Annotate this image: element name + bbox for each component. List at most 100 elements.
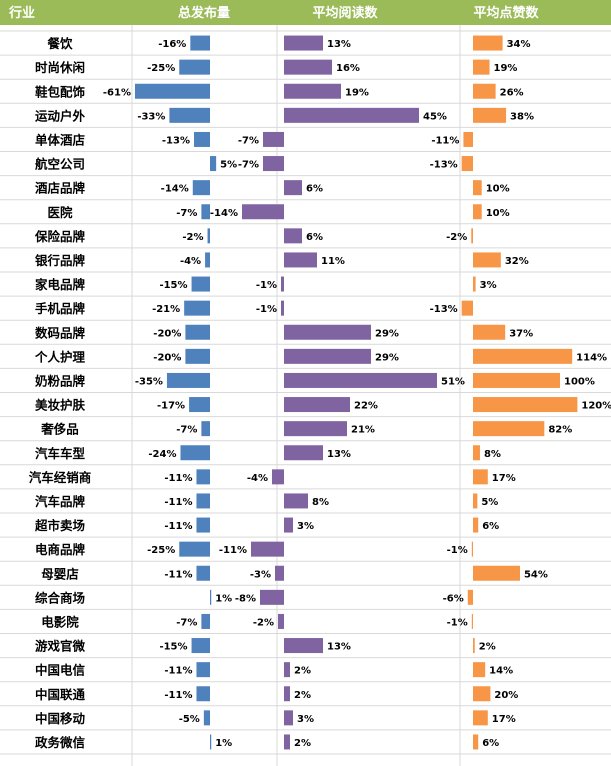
category-label: 电影院 [41,614,79,629]
value-label: 82% [548,425,572,436]
category-label: 银行品牌 [35,253,86,268]
value-label: -15% [159,280,187,291]
bar-total-posts [196,469,210,485]
bar-total-posts [179,541,210,557]
value-label: 5% [481,497,498,508]
bar-total-posts [207,228,210,244]
value-label: 51% [441,376,465,387]
bar-avg-reads [284,397,350,413]
value-label: 13% [327,449,351,460]
value-label: -15% [159,642,187,653]
value-label: -25% [147,63,175,74]
bar-avg-likes [473,180,482,196]
value-label: -1% [256,280,277,291]
bar-avg-likes [473,710,488,726]
value-label: 2% [294,666,311,677]
bar-total-posts [134,83,210,99]
bar-avg-likes [463,131,473,147]
bar-avg-reads [275,565,284,581]
bar-total-posts [196,686,210,702]
bar-avg-likes [473,348,573,364]
bar-avg-reads [284,252,317,268]
bar-avg-likes [473,493,478,509]
category-label: 单体酒店 [35,132,86,147]
bar-avg-likes [473,324,506,340]
value-label: 8% [312,497,329,508]
value-label: 5% [220,160,237,171]
bar-avg-likes [473,445,480,461]
category-label: 航空公司 [35,157,85,172]
bar-avg-reads [260,589,284,605]
bar-avg-reads [284,83,341,99]
value-label: 45% [423,111,447,122]
value-label: 14% [489,666,513,677]
value-label: 17% [492,714,516,725]
value-label: 1% [215,593,232,604]
value-label: 3% [480,280,497,291]
bar-avg-reads [284,324,371,340]
bar-total-posts [196,662,210,678]
bar-total-posts [185,348,210,364]
category-label: 奶粉品牌 [35,373,86,388]
value-label: -14% [210,208,238,219]
bar-total-posts [185,324,210,340]
bar-avg-reads [284,734,290,750]
bar-avg-likes [473,204,482,220]
value-label: 37% [509,328,533,339]
bar-total-posts [203,710,210,726]
bar-avg-reads [281,276,284,292]
bar-avg-likes [473,686,491,702]
category-label: 游戏官微 [35,639,86,654]
column-header: 平均点赞数 [473,5,539,21]
value-label: -8% [235,593,256,604]
value-label: 120% [581,401,611,412]
bar-avg-reads [284,59,332,75]
value-label: 19% [494,63,518,74]
value-label: -25% [147,545,175,556]
value-label: -17% [157,401,185,412]
bar-total-posts [196,517,210,533]
value-label: 2% [294,738,311,749]
bar-total-posts [180,445,210,461]
value-label: 3% [297,521,314,532]
bar-avg-reads [281,300,284,316]
value-label: 17% [492,473,516,484]
bar-avg-likes [473,83,496,99]
value-label: 114% [576,352,607,363]
bar-avg-reads [284,180,302,196]
bar-avg-likes [473,421,545,437]
bar-avg-reads [284,107,419,123]
value-label: 2% [479,642,496,653]
category-label: 超市卖场 [34,518,85,533]
bar-avg-likes [473,638,475,654]
bar-avg-likes [471,228,473,244]
bar-avg-reads [242,204,284,220]
value-label: -13% [430,304,458,315]
value-label: -20% [153,328,181,339]
bar-avg-reads [284,662,290,678]
bar-avg-likes [473,734,479,750]
category-label: 数码品牌 [34,325,86,340]
bar-total-posts [190,35,210,51]
value-label: -14% [161,184,189,195]
bar-avg-reads [284,228,302,244]
category-label: 酒店品牌 [35,181,86,196]
category-label: 餐饮 [46,36,73,51]
value-label: -11% [164,473,192,484]
value-label: -7% [176,617,197,628]
value-label: 32% [505,256,529,267]
bar-total-posts [196,493,210,509]
bar-avg-reads [272,469,284,485]
value-label: 38% [510,111,534,122]
bar-avg-likes [467,589,473,605]
value-label: -1% [447,545,468,556]
bar-avg-likes [471,541,473,557]
bar-avg-likes [473,59,490,75]
value-label: 1% [215,738,232,749]
value-label: 54% [524,569,548,580]
value-label: -11% [164,521,192,532]
bar-avg-reads [284,710,293,726]
bar-avg-likes [473,35,503,51]
bar-avg-likes [473,252,501,268]
